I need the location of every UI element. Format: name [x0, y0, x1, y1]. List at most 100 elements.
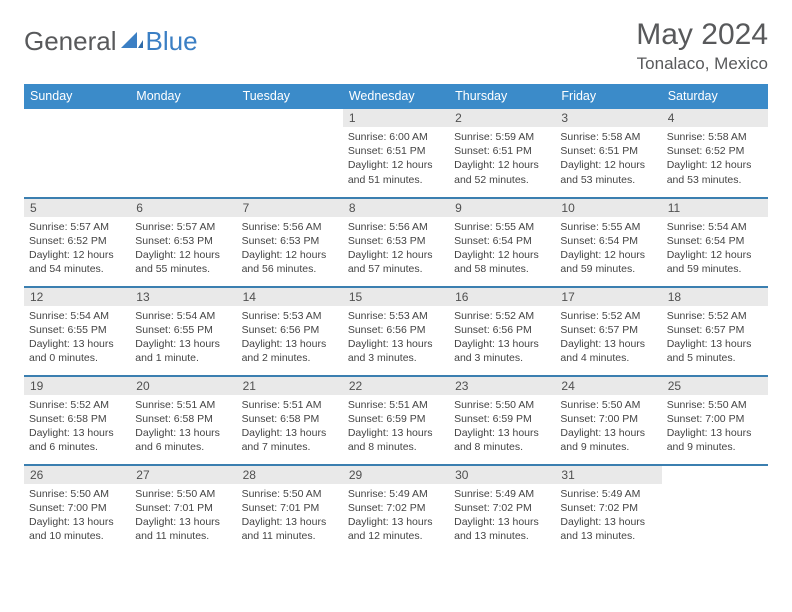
day-details: Sunrise: 5:54 AMSunset: 6:55 PMDaylight:… [24, 306, 130, 371]
calendar-day-cell: 13Sunrise: 5:54 AMSunset: 6:55 PMDayligh… [130, 287, 236, 376]
day-details: Sunrise: 5:51 AMSunset: 6:58 PMDaylight:… [130, 395, 236, 460]
day-number: 19 [24, 377, 130, 395]
day-details: Sunrise: 5:50 AMSunset: 7:01 PMDaylight:… [237, 484, 343, 549]
day-details: Sunrise: 5:51 AMSunset: 6:59 PMDaylight:… [343, 395, 449, 460]
day-details: Sunrise: 5:50 AMSunset: 7:00 PMDaylight:… [24, 484, 130, 549]
day-details: Sunrise: 5:55 AMSunset: 6:54 PMDaylight:… [449, 217, 555, 282]
day-number [662, 466, 768, 484]
calendar-day-cell: 6Sunrise: 5:57 AMSunset: 6:53 PMDaylight… [130, 198, 236, 287]
calendar-day-cell: 3Sunrise: 5:58 AMSunset: 6:51 PMDaylight… [555, 109, 661, 198]
month-title: May 2024 [636, 18, 768, 52]
calendar-body: 1Sunrise: 6:00 AMSunset: 6:51 PMDaylight… [24, 109, 768, 554]
calendar-day-cell: 23Sunrise: 5:50 AMSunset: 6:59 PMDayligh… [449, 376, 555, 465]
day-details: Sunrise: 5:56 AMSunset: 6:53 PMDaylight:… [237, 217, 343, 282]
day-details: Sunrise: 5:59 AMSunset: 6:51 PMDaylight:… [449, 127, 555, 192]
day-number: 6 [130, 199, 236, 217]
day-number: 9 [449, 199, 555, 217]
calendar-day-cell: 18Sunrise: 5:52 AMSunset: 6:57 PMDayligh… [662, 287, 768, 376]
day-details: Sunrise: 5:50 AMSunset: 7:01 PMDaylight:… [130, 484, 236, 549]
day-number: 3 [555, 109, 661, 127]
calendar-day-cell: 28Sunrise: 5:50 AMSunset: 7:01 PMDayligh… [237, 465, 343, 554]
day-number: 4 [662, 109, 768, 127]
weekday-header: Saturday [662, 84, 768, 109]
calendar-day-cell: 5Sunrise: 5:57 AMSunset: 6:52 PMDaylight… [24, 198, 130, 287]
weekday-header: Tuesday [237, 84, 343, 109]
weekday-header: Monday [130, 84, 236, 109]
day-details: Sunrise: 5:49 AMSunset: 7:02 PMDaylight:… [555, 484, 661, 549]
calendar-day-cell [130, 109, 236, 198]
day-number: 25 [662, 377, 768, 395]
calendar-day-cell: 30Sunrise: 5:49 AMSunset: 7:02 PMDayligh… [449, 465, 555, 554]
day-number: 1 [343, 109, 449, 127]
calendar-day-cell [24, 109, 130, 198]
calendar-day-cell: 27Sunrise: 5:50 AMSunset: 7:01 PMDayligh… [130, 465, 236, 554]
day-number [237, 109, 343, 127]
day-number: 12 [24, 288, 130, 306]
calendar-week-row: 12Sunrise: 5:54 AMSunset: 6:55 PMDayligh… [24, 287, 768, 376]
day-number: 22 [343, 377, 449, 395]
day-number: 23 [449, 377, 555, 395]
calendar-day-cell: 17Sunrise: 5:52 AMSunset: 6:57 PMDayligh… [555, 287, 661, 376]
day-details: Sunrise: 5:58 AMSunset: 6:52 PMDaylight:… [662, 127, 768, 192]
weekday-header: Thursday [449, 84, 555, 109]
day-details: Sunrise: 5:53 AMSunset: 6:56 PMDaylight:… [343, 306, 449, 371]
day-number: 11 [662, 199, 768, 217]
calendar-day-cell: 26Sunrise: 5:50 AMSunset: 7:00 PMDayligh… [24, 465, 130, 554]
calendar-day-cell: 25Sunrise: 5:50 AMSunset: 7:00 PMDayligh… [662, 376, 768, 465]
day-number [130, 109, 236, 127]
day-details: Sunrise: 5:52 AMSunset: 6:57 PMDaylight:… [662, 306, 768, 371]
day-number: 15 [343, 288, 449, 306]
brand-logo: General Blue [24, 26, 198, 57]
day-details: Sunrise: 5:58 AMSunset: 6:51 PMDaylight:… [555, 127, 661, 192]
day-details: Sunrise: 5:50 AMSunset: 7:00 PMDaylight:… [662, 395, 768, 460]
brand-sail-icon [121, 26, 143, 57]
day-number: 30 [449, 466, 555, 484]
calendar-day-cell: 14Sunrise: 5:53 AMSunset: 6:56 PMDayligh… [237, 287, 343, 376]
day-number: 10 [555, 199, 661, 217]
calendar-day-cell: 12Sunrise: 5:54 AMSunset: 6:55 PMDayligh… [24, 287, 130, 376]
day-details: Sunrise: 5:54 AMSunset: 6:55 PMDaylight:… [130, 306, 236, 371]
calendar-day-cell: 8Sunrise: 5:56 AMSunset: 6:53 PMDaylight… [343, 198, 449, 287]
day-number: 5 [24, 199, 130, 217]
title-block: May 2024 Tonalaco, Mexico [636, 18, 768, 74]
calendar-day-cell: 16Sunrise: 5:52 AMSunset: 6:56 PMDayligh… [449, 287, 555, 376]
day-details: Sunrise: 5:49 AMSunset: 7:02 PMDaylight:… [449, 484, 555, 549]
day-number: 2 [449, 109, 555, 127]
calendar-day-cell: 7Sunrise: 5:56 AMSunset: 6:53 PMDaylight… [237, 198, 343, 287]
calendar-day-cell: 24Sunrise: 5:50 AMSunset: 7:00 PMDayligh… [555, 376, 661, 465]
day-details: Sunrise: 6:00 AMSunset: 6:51 PMDaylight:… [343, 127, 449, 192]
calendar-day-cell: 11Sunrise: 5:54 AMSunset: 6:54 PMDayligh… [662, 198, 768, 287]
day-number: 18 [662, 288, 768, 306]
calendar-day-cell: 1Sunrise: 6:00 AMSunset: 6:51 PMDaylight… [343, 109, 449, 198]
calendar-day-cell: 2Sunrise: 5:59 AMSunset: 6:51 PMDaylight… [449, 109, 555, 198]
day-number: 26 [24, 466, 130, 484]
day-number: 27 [130, 466, 236, 484]
calendar-day-cell: 10Sunrise: 5:55 AMSunset: 6:54 PMDayligh… [555, 198, 661, 287]
day-number: 21 [237, 377, 343, 395]
day-number: 13 [130, 288, 236, 306]
day-number: 17 [555, 288, 661, 306]
calendar-week-row: 19Sunrise: 5:52 AMSunset: 6:58 PMDayligh… [24, 376, 768, 465]
weekday-header-row: Sunday Monday Tuesday Wednesday Thursday… [24, 84, 768, 109]
brand-part2: Blue [146, 26, 198, 57]
calendar-week-row: 26Sunrise: 5:50 AMSunset: 7:00 PMDayligh… [24, 465, 768, 554]
day-number: 8 [343, 199, 449, 217]
day-details: Sunrise: 5:52 AMSunset: 6:57 PMDaylight:… [555, 306, 661, 371]
day-details: Sunrise: 5:56 AMSunset: 6:53 PMDaylight:… [343, 217, 449, 282]
day-details: Sunrise: 5:53 AMSunset: 6:56 PMDaylight:… [237, 306, 343, 371]
day-number: 14 [237, 288, 343, 306]
day-details: Sunrise: 5:52 AMSunset: 6:56 PMDaylight:… [449, 306, 555, 371]
calendar-day-cell [662, 465, 768, 554]
day-number: 7 [237, 199, 343, 217]
day-number: 16 [449, 288, 555, 306]
calendar-day-cell: 29Sunrise: 5:49 AMSunset: 7:02 PMDayligh… [343, 465, 449, 554]
day-details: Sunrise: 5:52 AMSunset: 6:58 PMDaylight:… [24, 395, 130, 460]
day-number: 20 [130, 377, 236, 395]
calendar-day-cell: 19Sunrise: 5:52 AMSunset: 6:58 PMDayligh… [24, 376, 130, 465]
calendar-week-row: 5Sunrise: 5:57 AMSunset: 6:52 PMDaylight… [24, 198, 768, 287]
day-details: Sunrise: 5:55 AMSunset: 6:54 PMDaylight:… [555, 217, 661, 282]
day-details: Sunrise: 5:50 AMSunset: 7:00 PMDaylight:… [555, 395, 661, 460]
calendar-day-cell: 4Sunrise: 5:58 AMSunset: 6:52 PMDaylight… [662, 109, 768, 198]
day-number: 24 [555, 377, 661, 395]
weekday-header: Friday [555, 84, 661, 109]
